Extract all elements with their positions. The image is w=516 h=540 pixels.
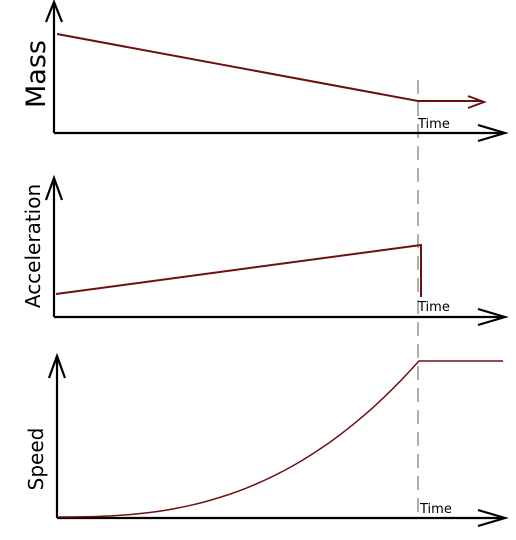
acceleration-y-arrowhead <box>44 174 64 201</box>
speed-series-line <box>57 360 503 518</box>
speed-x-arrowhead <box>477 508 509 528</box>
acceleration-time-label: Time <box>417 300 450 315</box>
acceleration-axis-label: Acceleration <box>21 184 45 308</box>
mass-x-arrowhead <box>477 123 509 143</box>
mass-series-arrowhead <box>467 95 487 109</box>
speed-time-label: Time <box>419 502 452 517</box>
acceleration-panel: Acceleration Time <box>21 174 509 327</box>
speed-panel: Speed Time <box>24 352 509 528</box>
mass-y-arrowhead <box>44 0 64 23</box>
mass-time-label: Time <box>417 117 450 132</box>
mass-panel: Mass Time <box>21 0 509 143</box>
acceleration-x-arrowhead <box>477 307 509 327</box>
acceleration-series-line <box>55 243 422 297</box>
mass-axis-label: Mass <box>21 40 52 108</box>
speed-y-arrowhead <box>47 352 67 379</box>
speed-axis-label: Speed <box>24 428 48 491</box>
mass-series-line <box>56 33 482 102</box>
